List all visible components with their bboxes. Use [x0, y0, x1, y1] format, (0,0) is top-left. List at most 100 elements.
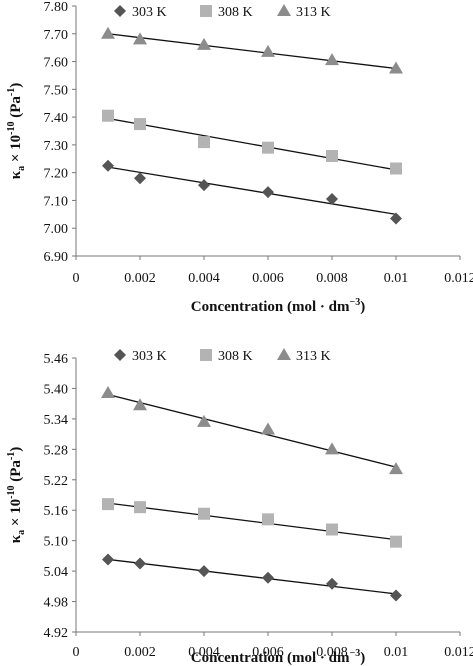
- data-point: [134, 501, 146, 514]
- y-tick-label: 5.34: [44, 413, 69, 428]
- data-point: [134, 118, 146, 131]
- y-tick-label: 7.80: [44, 0, 69, 15]
- data-point: [102, 159, 114, 172]
- y-tick-label: 5.04: [44, 565, 69, 580]
- series-313-k: [101, 386, 403, 475]
- x-tick-label: 0.006: [252, 271, 284, 286]
- y-tick-label: 7.60: [44, 56, 69, 71]
- trend-line: [107, 393, 397, 468]
- y-tick-label: 4.98: [44, 596, 69, 611]
- y-tick-label: 7.30: [44, 139, 69, 154]
- data-point: [389, 61, 403, 74]
- y-tick-label: 4.92: [44, 626, 69, 641]
- legend-label: 303 K: [132, 5, 167, 20]
- data-point: [390, 162, 402, 175]
- x-tick-label: 0.002: [124, 271, 156, 286]
- data-point: [390, 212, 402, 225]
- y-tick-label: 7.10: [44, 194, 69, 209]
- y-tick-label: 5.40: [44, 382, 69, 397]
- y-axis-title: κa × 10-10 (Pa-1): [6, 447, 27, 544]
- data-point: [262, 186, 274, 199]
- data-point: [326, 577, 338, 590]
- legend-label: 308 K: [218, 5, 253, 20]
- x-tick-label: 0.01: [384, 645, 409, 660]
- legend-marker: [277, 4, 291, 16]
- series-308-k: [102, 498, 402, 548]
- y-tick-label: 7.40: [44, 111, 69, 126]
- data-point: [102, 498, 114, 511]
- data-point: [198, 507, 210, 520]
- data-point: [134, 172, 146, 185]
- data-point: [102, 553, 114, 566]
- y-tick-label: 7.20: [44, 167, 69, 182]
- y-tick-label: 6.90: [44, 250, 69, 265]
- data-point: [261, 422, 275, 435]
- trend-line: [107, 33, 397, 70]
- legend-marker: [200, 5, 212, 17]
- legend-marker: [114, 349, 126, 361]
- x-axis-title: Concentration (mol · dm−3): [191, 648, 365, 666]
- x-tick-label: 0.002: [124, 645, 156, 660]
- data-point: [197, 414, 211, 427]
- trend-line: [107, 502, 397, 541]
- data-point: [326, 193, 338, 206]
- data-point: [262, 571, 274, 584]
- trend-line: [107, 558, 397, 595]
- x-tick-label: 0.006: [252, 645, 284, 660]
- trend-line: [107, 117, 397, 171]
- data-point: [101, 26, 115, 39]
- trend-line: [107, 166, 397, 215]
- y-tick-label: 5.16: [44, 504, 69, 519]
- data-point: [133, 398, 147, 411]
- series-308-k: [102, 109, 402, 175]
- y-tick-label: 5.46: [44, 352, 69, 367]
- x-tick-label: 0.012: [444, 645, 473, 660]
- legend-label: 308 K: [218, 349, 253, 364]
- y-tick-label: 5.10: [44, 535, 69, 550]
- y-tick-label: 5.22: [44, 474, 69, 489]
- data-point: [198, 179, 210, 192]
- legend-marker: [277, 348, 291, 360]
- data-point: [198, 565, 210, 578]
- data-point: [325, 53, 339, 66]
- data-point: [102, 109, 114, 122]
- y-tick-label: 7.00: [44, 222, 69, 237]
- x-tick-label: 0.004: [188, 645, 220, 660]
- x-tick-label: 0: [73, 271, 80, 286]
- data-point: [325, 442, 339, 455]
- data-point: [198, 136, 210, 149]
- series-303-k: [102, 553, 402, 602]
- y-tick-label: 7.50: [44, 83, 69, 98]
- x-tick-label: 0: [73, 645, 80, 660]
- data-point: [326, 150, 338, 162]
- data-point: [390, 589, 402, 602]
- data-point: [261, 44, 275, 57]
- data-point: [134, 557, 146, 570]
- y-tick-label: 5.28: [44, 443, 69, 458]
- data-point: [262, 141, 274, 154]
- legend-marker: [200, 349, 212, 361]
- chart-2: 4.92 4.98 5.04 5.10 5.16 5.22 5.28 5.34 5.40 5.46…: [6, 348, 473, 666]
- x-tick-label: 0.01: [384, 271, 409, 286]
- x-tick-label: 0.008: [316, 645, 348, 660]
- legend-label: 313 K: [296, 5, 331, 20]
- data-point: [197, 37, 211, 50]
- data-point: [389, 462, 403, 475]
- legend-label: 313 K: [296, 349, 331, 364]
- data-point: [133, 32, 147, 45]
- data-point: [326, 523, 338, 536]
- legend-marker: [114, 5, 126, 17]
- x-tick-label: 0.012: [444, 271, 473, 286]
- x-axis-title: Concentration (mol · dm−3): [191, 297, 365, 315]
- data-point: [262, 513, 274, 526]
- x-tick-label: 0.004: [188, 271, 220, 286]
- series-303-k: [102, 159, 402, 225]
- data-point: [390, 535, 402, 548]
- legend-label: 303 K: [132, 349, 167, 364]
- x-tick-label: 0.008: [316, 271, 348, 286]
- data-point: [101, 386, 115, 399]
- y-tick-label: 7.70: [44, 28, 69, 43]
- chart-1: 6.90 7.00 7.10 7.20 7.30 7.40 7.50 7.60 7.70 7.80…: [6, 0, 473, 315]
- y-axis-title: κa × 10-10 (Pa-1): [6, 83, 27, 180]
